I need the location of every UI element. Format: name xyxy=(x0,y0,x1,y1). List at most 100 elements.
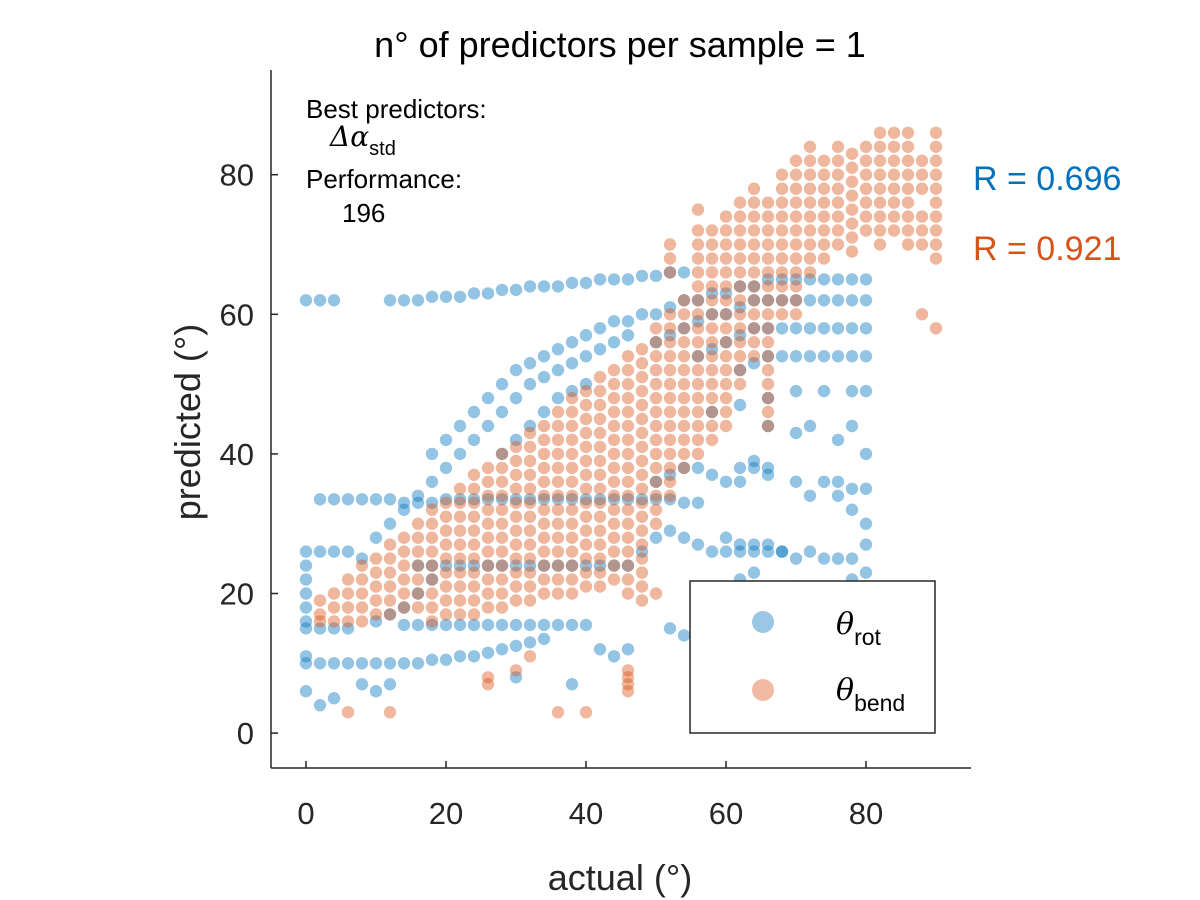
y-tick-label: 40 xyxy=(220,437,254,472)
data-point-rot xyxy=(831,273,845,286)
data-point-bend xyxy=(439,524,453,537)
data-point-rot xyxy=(859,566,873,579)
data-point-bend xyxy=(873,238,887,251)
data-point-bend xyxy=(677,433,691,447)
data-point-bend xyxy=(453,594,467,607)
data-point-bend xyxy=(523,566,537,579)
data-point-rot xyxy=(719,531,733,544)
data-point-rot xyxy=(523,618,537,632)
data-point-rot xyxy=(313,294,327,307)
data-point-bend xyxy=(565,559,579,572)
data-point-rot xyxy=(705,405,719,419)
data-point-rot xyxy=(621,315,635,328)
data-point-bend xyxy=(495,503,509,516)
data-point-bend xyxy=(537,447,551,461)
data-point-bend xyxy=(929,322,943,335)
data-point-rot xyxy=(523,377,537,391)
data-point-rot xyxy=(537,493,551,506)
data-point-bend xyxy=(481,475,495,488)
data-point-rot xyxy=(817,273,831,286)
data-point-bend xyxy=(691,280,705,293)
data-point-bend xyxy=(705,405,719,419)
data-point-bend xyxy=(817,252,831,265)
data-point-bend xyxy=(537,517,551,530)
data-point-bend xyxy=(859,140,873,153)
x-tick-label: 0 xyxy=(297,796,314,831)
data-point-bend xyxy=(649,419,663,433)
data-point-rot xyxy=(439,653,453,666)
data-point-rot xyxy=(733,545,747,558)
data-point-rot xyxy=(831,552,845,565)
data-point-rot xyxy=(523,636,537,649)
data-point-bend xyxy=(397,531,411,544)
data-point-rot xyxy=(523,559,537,572)
data-point-rot xyxy=(299,615,313,628)
data-point-bend xyxy=(817,196,831,209)
x-tick-label: 60 xyxy=(709,796,743,831)
data-point-rot xyxy=(747,280,761,293)
data-point-rot xyxy=(761,545,775,558)
data-point-bend xyxy=(621,377,635,391)
data-point-bend xyxy=(635,412,649,426)
data-point-rot xyxy=(565,493,579,506)
data-point-rot xyxy=(621,273,635,286)
data-point-rot xyxy=(383,517,397,530)
data-point-bend xyxy=(453,510,467,523)
data-point-rot xyxy=(663,329,677,342)
data-point-bend xyxy=(565,503,579,516)
data-point-bend xyxy=(677,350,691,363)
data-point-bend xyxy=(747,182,761,195)
data-point-bend xyxy=(369,608,383,621)
data-point-bend xyxy=(663,391,677,405)
data-point-bend xyxy=(425,517,439,530)
data-point-rot xyxy=(453,447,467,461)
data-point-rot xyxy=(565,559,579,572)
data-point-bend xyxy=(523,482,537,495)
data-point-rot xyxy=(831,475,845,488)
data-point-bend xyxy=(887,224,901,237)
data-point-rot xyxy=(789,350,803,363)
data-point-bend xyxy=(635,594,649,607)
data-point-bend xyxy=(579,706,593,719)
data-point-rot xyxy=(621,329,635,342)
data-point-bend xyxy=(747,252,761,265)
data-point-bend xyxy=(453,580,467,593)
data-point-bend xyxy=(579,384,593,398)
data-point-bend xyxy=(607,475,621,488)
data-point-bend xyxy=(649,391,663,405)
data-point-bend xyxy=(677,294,691,307)
data-point-bend xyxy=(411,531,425,544)
data-point-bend xyxy=(397,587,411,600)
data-point-bend xyxy=(859,196,873,209)
data-point-rot xyxy=(719,545,733,558)
data-point-bend xyxy=(439,608,453,621)
data-point-bend xyxy=(677,405,691,419)
data-point-bend xyxy=(621,405,635,419)
data-point-bend xyxy=(621,671,635,684)
data-point-bend xyxy=(761,419,775,433)
data-point-bend xyxy=(439,552,453,565)
data-point-bend xyxy=(523,538,537,551)
data-point-rot xyxy=(551,618,565,632)
data-point-rot xyxy=(705,468,719,481)
data-point-rot xyxy=(369,531,383,544)
data-point-bend xyxy=(775,224,789,237)
data-point-bend xyxy=(495,489,509,502)
data-point-rot xyxy=(817,384,831,398)
data-point-rot xyxy=(453,559,467,572)
data-point-bend xyxy=(649,587,663,600)
data-point-rot xyxy=(509,493,523,506)
data-point-bend xyxy=(593,468,607,481)
data-point-rot xyxy=(453,650,467,663)
data-point-rot xyxy=(537,632,551,646)
data-point-bend xyxy=(691,294,705,307)
data-point-rot xyxy=(369,685,383,698)
data-point-rot xyxy=(523,357,537,370)
data-point-bend xyxy=(831,224,845,237)
data-point-rot xyxy=(579,350,593,363)
data-point-rot xyxy=(761,538,775,551)
data-point-rot xyxy=(453,290,467,303)
data-point-bend xyxy=(453,566,467,579)
data-point-bend xyxy=(915,238,929,251)
data-point-bend xyxy=(551,461,565,475)
